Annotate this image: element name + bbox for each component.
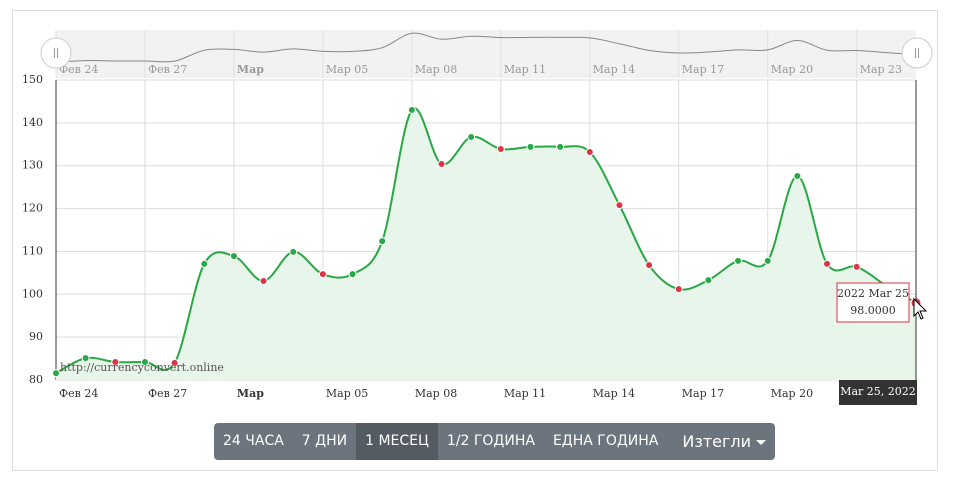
x-tick-label: Мар 14	[593, 387, 635, 400]
point	[407, 106, 416, 114]
y-tick-label: 150	[22, 73, 43, 86]
x-tick-label: Мар 17	[682, 387, 724, 400]
point	[852, 262, 861, 271]
y-tick-label: 90	[29, 330, 43, 343]
point	[704, 276, 713, 285]
point	[318, 270, 327, 279]
point	[200, 259, 209, 268]
navigator-tick-label: Мар 08	[415, 63, 457, 76]
y-tick-label: 100	[22, 287, 43, 300]
navigator-tick-label: Мар 05	[326, 63, 368, 76]
x-tick-label: Мар	[237, 387, 264, 400]
navigator-handle	[901, 37, 933, 69]
navigator-tick-label: Мар 14	[593, 63, 635, 76]
range-buttons: 24 ЧАСА 7 ДНИ 1 МЕСЕЦ 1/2 ГОДИНА ЕДНА ГОДИНА…	[214, 423, 776, 460]
chart-frame	[12, 10, 938, 471]
range-button[interactable]: Изтегли	[673, 423, 775, 460]
range-button[interactable]: 1/2 ГОДИНА	[446, 433, 535, 449]
point	[734, 256, 743, 265]
point	[793, 172, 802, 180]
point	[763, 256, 772, 265]
navigator-bg	[56, 30, 916, 78]
navigator-tick-label: Фев 24	[59, 63, 98, 76]
range-button[interactable]: 7 ДНИ	[301, 433, 348, 449]
x-tick-label: Мар 05	[326, 387, 368, 400]
range-button[interactable]: ЕДНА ГОДИНА	[552, 433, 659, 449]
point	[259, 277, 268, 285]
tooltip-title: 2022 Mar 25	[837, 287, 909, 300]
point	[556, 142, 565, 151]
navigator-tick-label: Фев 27	[148, 63, 187, 76]
point	[140, 358, 149, 366]
y-tick-label: 140	[22, 116, 43, 129]
point	[229, 252, 238, 261]
point	[378, 237, 387, 246]
point	[81, 354, 90, 363]
y-tick-label: 110	[22, 244, 43, 257]
y-tick-label: 130	[22, 159, 43, 172]
cursor	[913, 297, 928, 320]
point	[823, 259, 832, 268]
point	[289, 247, 298, 256]
navigator-tick-label: Мар 23	[860, 63, 902, 76]
crosshair-label-bg	[839, 380, 917, 405]
point	[52, 369, 60, 378]
range-button[interactable]: 24 ЧАСА	[223, 433, 284, 449]
point	[526, 142, 535, 151]
point	[170, 358, 179, 367]
point	[496, 145, 505, 153]
x-tick-label: Мар 20	[771, 387, 813, 400]
point	[111, 358, 120, 366]
x-tick-label: Мар 11	[504, 387, 546, 400]
caret	[756, 440, 767, 445]
x-tick-label: Мар 08	[415, 387, 457, 400]
navigator-tick-label: Мар 17	[682, 63, 724, 76]
navigator-tick-label: Мар 11	[504, 63, 546, 76]
chart: 80 90 100 110 120 130 140 150 Фев 24 Фев 24 Фев 27…	[22, 30, 933, 405]
range-button[interactable]: 1 МЕСЕЦ	[356, 423, 438, 460]
area-fill	[56, 108, 916, 381]
point	[645, 261, 654, 270]
y-tick-label: 80	[29, 373, 43, 386]
point	[437, 160, 446, 168]
x-tick-label: Фев 27	[148, 387, 187, 400]
point	[585, 148, 594, 156]
point	[674, 285, 683, 294]
tooltip-value: 98.0000	[850, 304, 896, 317]
point	[467, 133, 476, 141]
crosshair-label: Mar 25, 2022	[840, 385, 916, 398]
point	[348, 270, 357, 279]
credit: http://currencyconvert.online	[60, 361, 224, 374]
navigator-line	[55, 32, 917, 63]
line	[55, 107, 917, 375]
navigator-handle	[40, 37, 72, 69]
x-tick-label: Фев 24	[59, 387, 98, 400]
point	[615, 201, 624, 210]
tooltip-box	[836, 282, 910, 323]
navigator-tick-label: Мар 20	[771, 63, 813, 76]
y-tick-label: 120	[22, 202, 43, 215]
navigator-tick-label: Мар	[237, 63, 264, 76]
